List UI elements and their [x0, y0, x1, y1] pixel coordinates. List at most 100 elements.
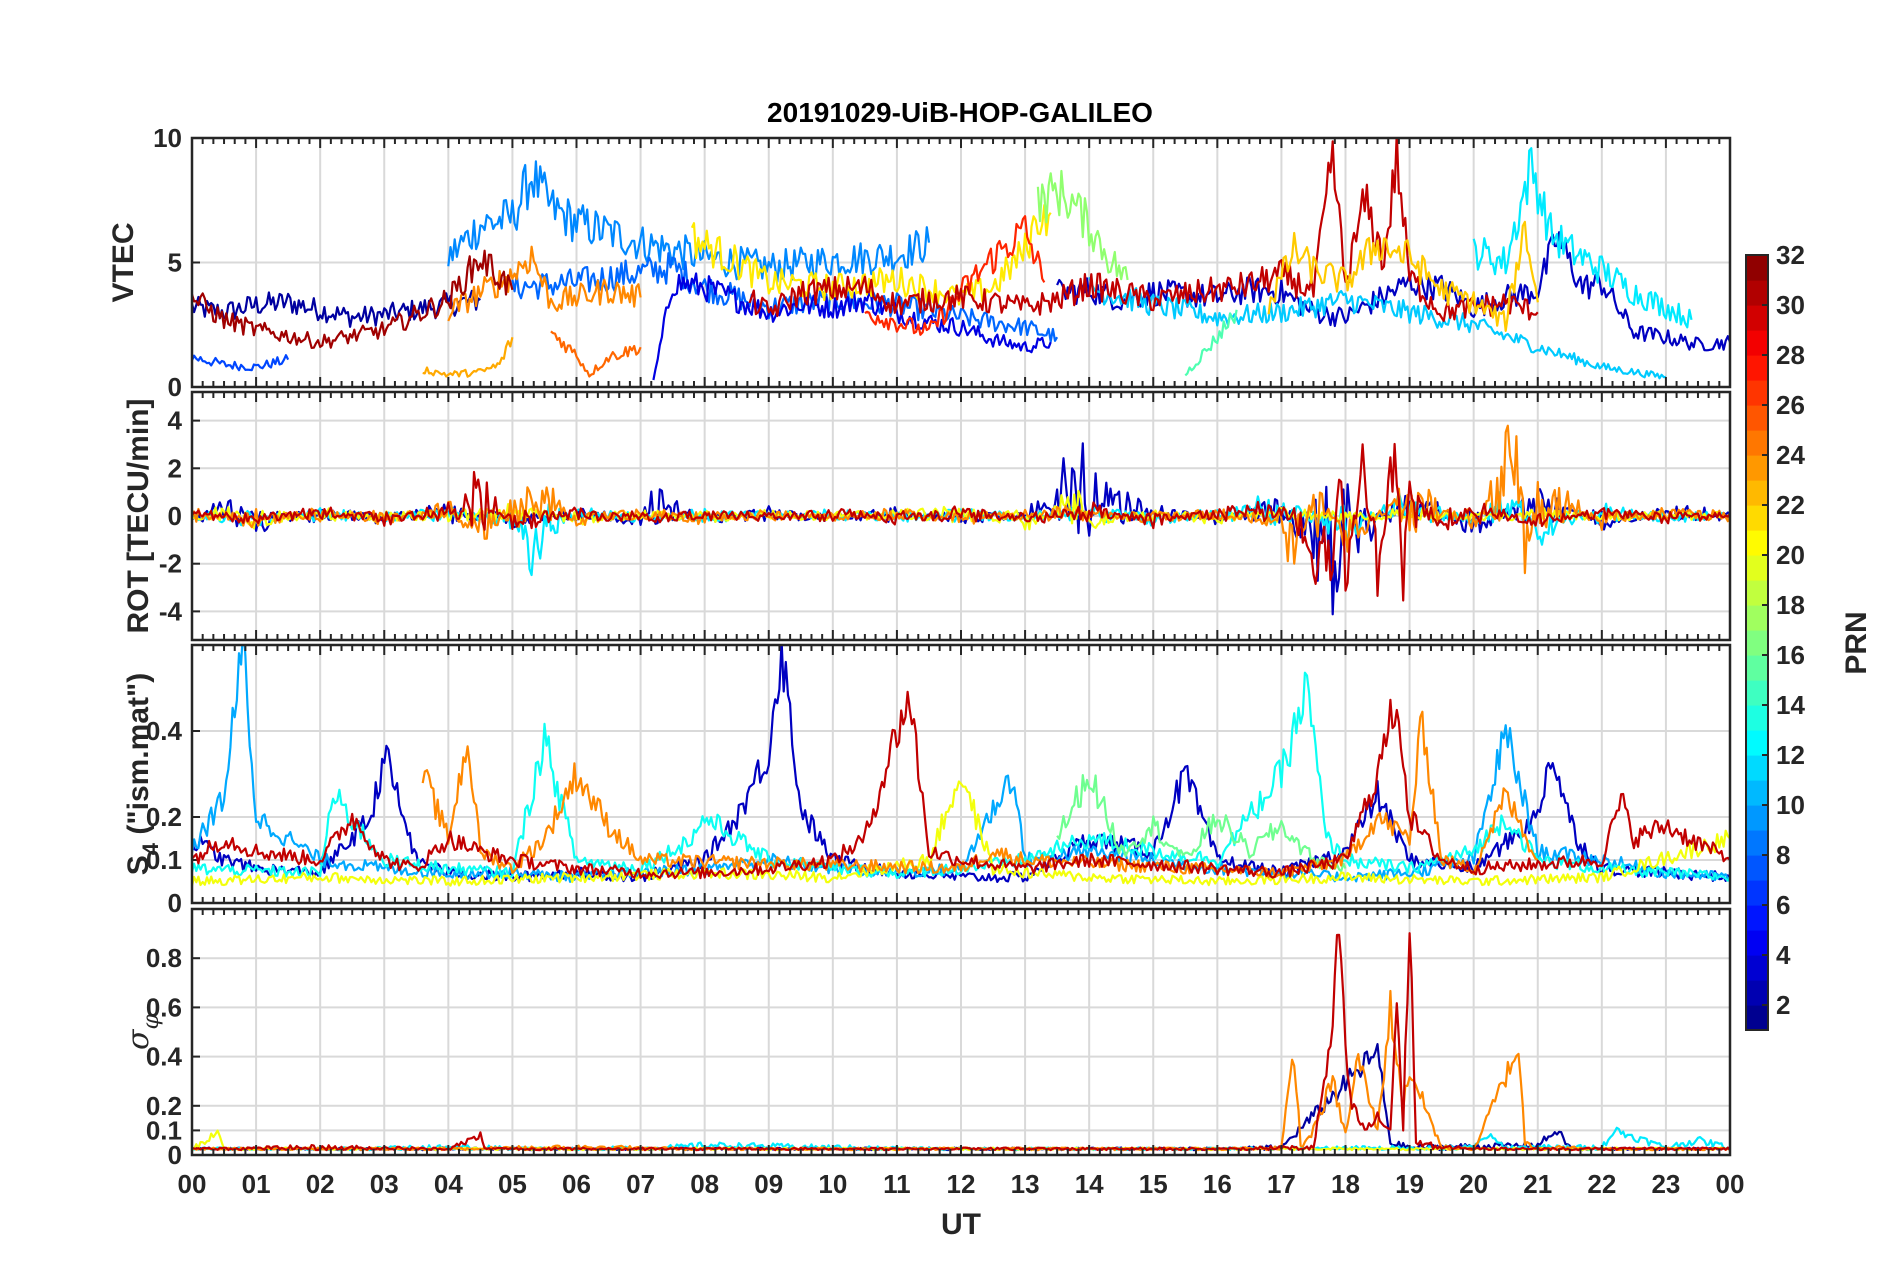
y-tick-label: 0.2 [146, 802, 182, 832]
colorbar-segment [1746, 955, 1768, 981]
x-tick-label: 23 [1651, 1169, 1680, 1199]
colorbar-segment [1746, 380, 1768, 406]
series-group [192, 424, 1730, 616]
x-tick-label: 16 [1203, 1169, 1232, 1199]
colorbar-tick-label: 20 [1776, 540, 1805, 570]
y-tick-label: 0.8 [146, 943, 182, 973]
x-tick-label: 20 [1459, 1169, 1488, 1199]
colorbar-segment [1746, 580, 1768, 606]
colorbar-tick-label: 12 [1776, 740, 1805, 770]
panel-4: 00.10.2 0.4 0.6 0.8 σφ [121, 907, 1732, 1170]
colorbar-tick-label: 6 [1776, 890, 1790, 920]
y-tick-label: 0.1 [146, 1115, 182, 1145]
x-tick-label: 14 [1075, 1169, 1104, 1199]
y-axis-label-rest: ("ism.mat") [122, 673, 155, 843]
x-tick-label: 07 [626, 1169, 655, 1199]
series-prn-11 [1088, 276, 1666, 380]
panel-1: 0 5 10 VTEC [107, 123, 1732, 402]
y-tick-label: 0 [168, 1140, 182, 1170]
colorbar-tick-label: 32 [1776, 240, 1805, 270]
x-tick-label: 13 [1011, 1169, 1040, 1199]
y-axis-label: S4 ("ism.mat") [122, 673, 163, 875]
colorbar-tick-label: 10 [1776, 790, 1805, 820]
colorbar-segment [1746, 330, 1768, 356]
colorbar-segment [1746, 430, 1768, 456]
colorbar-tick-label: 22 [1776, 490, 1805, 520]
x-tick-label: 22 [1587, 1169, 1616, 1199]
x-tick-label: 03 [370, 1169, 399, 1199]
y-tick-label: 0.4 [146, 1042, 183, 1072]
x-tick-label: 06 [562, 1169, 591, 1199]
x-tick-label: 21 [1523, 1169, 1552, 1199]
colorbar-tick-label: 18 [1776, 590, 1805, 620]
colorbar-segment [1746, 505, 1768, 531]
y-tick-label: 4 [168, 406, 183, 436]
x-tick-label: 17 [1267, 1169, 1296, 1199]
colorbar-segment [1746, 1005, 1768, 1031]
y-tick-label: 10 [153, 123, 182, 153]
x-tick-label: 10 [818, 1169, 847, 1199]
colorbar-segment [1746, 830, 1768, 856]
y-tick-label: 0.4 [146, 716, 183, 746]
colorbar-segment [1746, 880, 1768, 906]
series-prn-15 [1184, 309, 1238, 377]
x-tick-label: 19 [1395, 1169, 1424, 1199]
x-tick-label: 09 [754, 1169, 783, 1199]
plot-frame [190, 390, 1732, 642]
y-tick-label: 0 [168, 501, 182, 531]
colorbar-tick-label: 24 [1776, 440, 1805, 470]
x-tick-label: 01 [242, 1169, 271, 1199]
y-axis-label-main: S [122, 855, 155, 875]
series-prn-20 [192, 780, 1730, 887]
series-group [192, 138, 1730, 381]
series-prn-16 [1056, 773, 1347, 873]
series-prn-21 [690, 204, 1052, 306]
series-prn-3 [1056, 231, 1730, 352]
colorbar-segment [1746, 780, 1768, 806]
plot-frame [190, 643, 1732, 905]
colorbar-segment [1746, 930, 1768, 956]
y-axis-label-sub: φ [139, 1013, 164, 1029]
colorbar-tick-label: 2 [1776, 990, 1790, 1020]
series-prn-24 [447, 245, 642, 322]
colorbar-segment [1746, 605, 1768, 631]
y-tick-label: 0 [168, 372, 182, 402]
y-axis-label-main: σ [121, 1028, 156, 1050]
series-prn-12 [1472, 147, 1693, 329]
series-prn-23 [422, 336, 514, 378]
colorbar-segment [1746, 455, 1768, 481]
colorbar-segment [1746, 705, 1768, 731]
x-tick-label: 05 [498, 1169, 527, 1199]
colorbar-segment [1746, 305, 1768, 331]
y-axis-label-sub: 4 [138, 842, 163, 855]
panel-2: -4 -2 0 2 4 ROT [TECU/min] [122, 390, 1732, 642]
x-tick-label: 00 [1716, 1169, 1745, 1199]
series-prn-30 [192, 690, 1730, 880]
y-axis-label: σφ [121, 1013, 164, 1049]
y-tick-label: 0.1 [146, 845, 182, 875]
x-tick-label: 04 [434, 1169, 463, 1199]
x-tick-label: 12 [947, 1169, 976, 1199]
series-prn-22 [1267, 220, 1539, 332]
series-prn-13 [192, 671, 1730, 882]
colorbar-label: PRN [1840, 611, 1873, 674]
series-prn-31 [192, 249, 514, 349]
series-prn-10 [192, 645, 1730, 883]
colorbar-tick-label: 8 [1776, 840, 1790, 870]
x-tick-label: 15 [1139, 1169, 1168, 1199]
plot-frame [190, 136, 1732, 389]
x-tick-label: 18 [1331, 1169, 1360, 1199]
x-axis-label: UT [941, 1208, 981, 1241]
colorbar-segment [1746, 630, 1768, 656]
colorbar-segment [1746, 555, 1768, 581]
y-tick-label: 2 [168, 453, 182, 483]
x-axis: 00 01 02 03 04 05 06 07 08 09 10 11 12 13 14 15 16 17 18 19… [178, 1169, 1745, 1199]
colorbar-segment [1746, 805, 1768, 831]
colorbar-tick-label: 4 [1776, 940, 1791, 970]
series-group [192, 645, 1730, 887]
colorbar-segment [1746, 980, 1768, 1006]
colorbar-segment [1746, 480, 1768, 506]
x-tick-label: 11 [883, 1169, 911, 1199]
